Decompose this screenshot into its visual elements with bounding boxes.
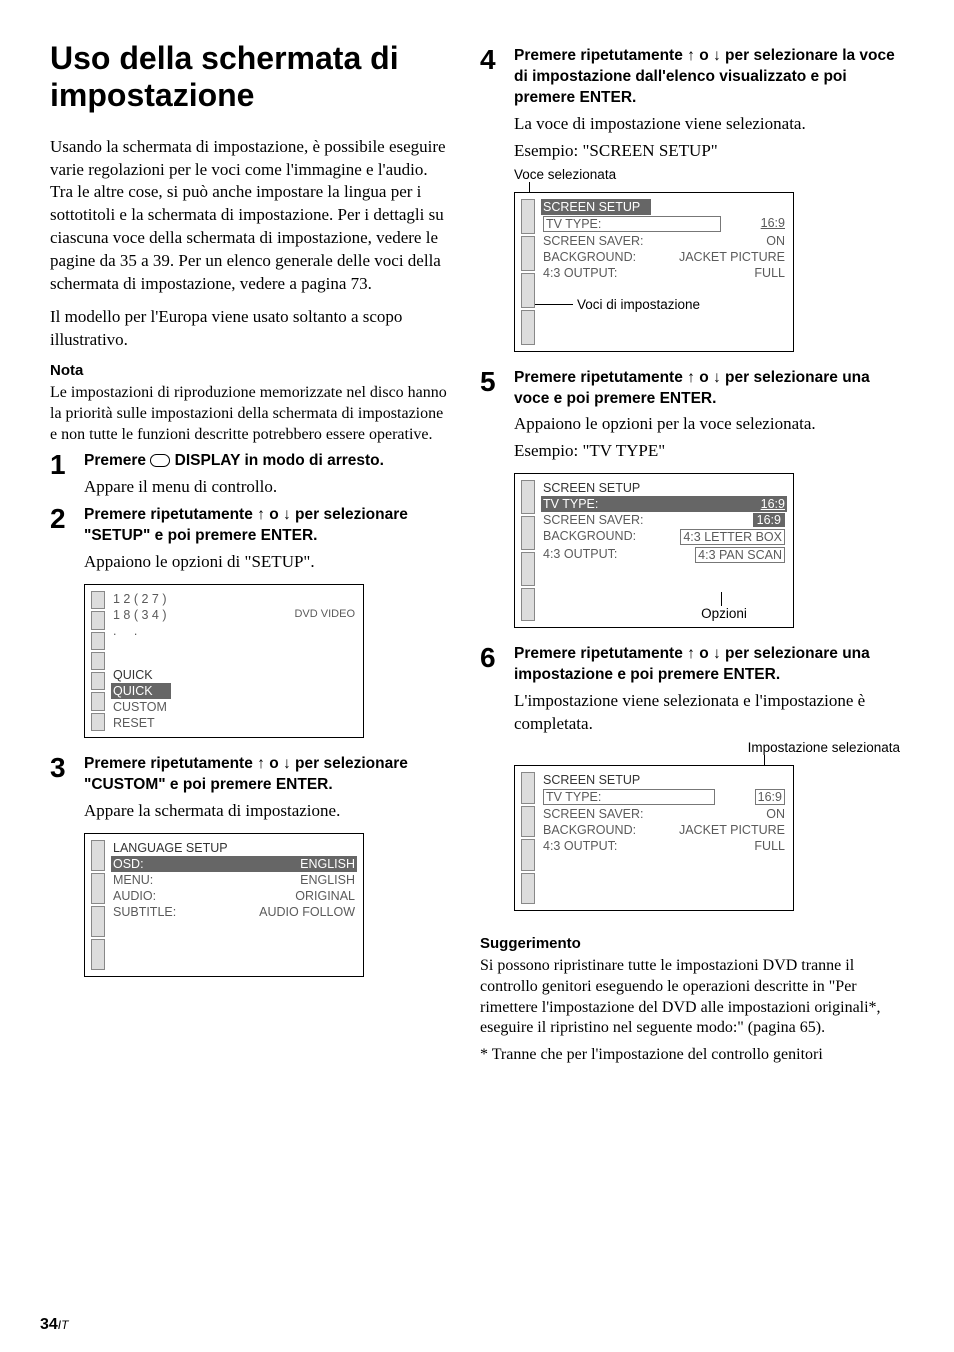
row-key: BACKGROUND:: [543, 529, 636, 545]
row-val: ENGLISH: [300, 873, 355, 887]
row-val: JACKET PICTURE: [679, 823, 785, 837]
screen-title: SCREEN SETUP: [543, 200, 640, 214]
page-number: 34IT: [40, 1316, 68, 1334]
step-number: 5: [480, 368, 502, 639]
row-key: OSD:: [113, 857, 144, 871]
display-icon: [150, 454, 170, 467]
row-key: BACKGROUND:: [543, 250, 636, 264]
step-heading: Premere DISPLAY in modo di arresto.: [84, 451, 450, 472]
row-key: TV TYPE:: [543, 789, 715, 805]
row-val: 16:9: [755, 789, 785, 805]
row-key: MENU:: [113, 873, 153, 887]
step-number: 2: [50, 505, 72, 748]
screen-title: SCREEN SETUP: [543, 481, 640, 495]
nota-heading: Nota: [50, 362, 450, 379]
row-val: ENGLISH: [300, 857, 355, 871]
step-2: 2 Premere ripetutamente ↑ o ↓ per selezi…: [50, 505, 450, 748]
row-key: SCREEN SAVER:: [543, 807, 644, 821]
row-val: FULL: [754, 266, 785, 280]
step-heading: Premere ripetutamente ↑ o ↓ per selezion…: [84, 754, 450, 796]
step-subtext: Appare il menu di controllo.: [84, 476, 450, 499]
row-val: 16:9: [761, 497, 785, 511]
step-subtext: La voce di impostazione viene selezionat…: [514, 113, 900, 136]
row-key: SCREEN SAVER:: [543, 234, 644, 248]
counter-a: 1 2 ( 2 7 ): [113, 592, 167, 606]
row-key: TV TYPE:: [543, 497, 598, 511]
step-heading-text: Premere: [84, 452, 150, 469]
row-val: 16:9: [753, 513, 785, 527]
suggerimento-body: Si possono ripristinare tutte le imposta…: [480, 956, 900, 1039]
menu-item-custom: CUSTOM: [113, 700, 167, 714]
row-key: 4:3 OUTPUT:: [543, 839, 617, 853]
step-3: 3 Premere ripetutamente ↑ o ↓ per selezi…: [50, 754, 450, 987]
row-key: 4:3 OUTPUT:: [543, 266, 617, 280]
screen-title: SCREEN SETUP: [543, 773, 640, 787]
step-subtext: Esempio: "SCREEN SETUP": [514, 140, 900, 163]
row-key: BACKGROUND:: [543, 823, 636, 837]
row-key: 4:3 OUTPUT:: [543, 547, 617, 563]
intro-paragraph-1: Usando la schermata di impostazione, è p…: [50, 136, 450, 297]
step-number: 4: [480, 46, 502, 362]
row-val: ORIGINAL: [295, 889, 355, 903]
screen-screen-setup-final: SCREEN SETUP TV TYPE: 16:9 SCREEN SAVER: O…: [514, 765, 794, 911]
caption-opzioni: Opzioni: [661, 606, 787, 621]
step-number: 6: [480, 644, 502, 921]
step-number: 1: [50, 451, 72, 499]
nota-body: Le impostazioni di riproduzione memorizz…: [50, 383, 450, 445]
step-subtext: Appare la schermata di impostazione.: [84, 800, 450, 823]
intro-paragraph-2: Il modello per l'Europa viene usato solt…: [50, 306, 450, 352]
row-val: ON: [766, 234, 785, 248]
step-heading: Premere ripetutamente ↑ o ↓ per selezion…: [84, 505, 450, 547]
page-number-value: 34: [40, 1316, 58, 1333]
row-val: 16:9: [761, 216, 785, 232]
step-number: 3: [50, 754, 72, 987]
page-number-suffix: IT: [58, 1318, 69, 1332]
step-subtext: Appaiono le opzioni per la voce selezion…: [514, 413, 900, 436]
step-subtext: Appaiono le opzioni di "SETUP".: [84, 551, 450, 574]
row-val: 4:3 LETTER BOX: [680, 529, 785, 545]
step-5: 5 Premere ripetutamente ↑ o ↓ per selezi…: [480, 368, 900, 639]
dvd-video-badge: DVD VIDEO: [294, 608, 355, 622]
step-heading-text: DISPLAY in modo di arresto.: [170, 452, 384, 469]
row-key: TV TYPE:: [543, 216, 721, 232]
menu-item-quick-hl: QUICK: [113, 684, 153, 698]
step-subtext: Esempio: "TV TYPE": [514, 440, 900, 463]
row-val: FULL: [754, 839, 785, 853]
row-val: JACKET PICTURE: [679, 250, 785, 264]
step-1: 1 Premere DISPLAY in modo di arresto. Ap…: [50, 451, 450, 499]
row-key: SCREEN SAVER:: [543, 513, 644, 527]
step-4: 4 Premere ripetutamente ↑ o ↓ per selezi…: [480, 46, 900, 362]
row-val: ON: [766, 807, 785, 821]
menu-item-quick: QUICK: [113, 668, 153, 682]
step-heading: Premere ripetutamente ↑ o ↓ per selezion…: [514, 46, 900, 109]
caption-voci-impostazione: Voci di impostazione: [577, 297, 700, 312]
caption-voce-selezionata: Voce selezionata: [514, 167, 900, 182]
suggerimento-heading: Suggerimento: [480, 935, 900, 952]
caption-impostazione-selezionata: Impostazione selezionata: [514, 740, 900, 755]
page-title: Uso della schermata di impostazione: [50, 40, 450, 114]
row-key: SUBTITLE:: [113, 905, 176, 919]
counter-b: 1 8 ( 3 4 ): [113, 608, 167, 622]
screen-setup-menu: 1 2 ( 2 7 ) 1 8 ( 3 4 )DVD VIDEO . . QUI…: [84, 584, 364, 738]
screen-tv-type: SCREEN SETUP TV TYPE: 16:9 SCREEN SAVER: 1…: [514, 473, 794, 628]
screen-title: LANGUAGE SETUP: [113, 841, 228, 855]
row-val: AUDIO FOLLOW: [259, 905, 355, 919]
row-key: AUDIO:: [113, 889, 156, 903]
step-heading: Premere ripetutamente ↑ o ↓ per selezion…: [514, 644, 900, 686]
suggerimento-footnote: * Tranne che per l'impostazione del cont…: [480, 1045, 900, 1066]
screen-screen-setup: SCREEN SETUP TV TYPE: 16:9 SCREEN SAVER: O…: [514, 192, 794, 352]
menu-item-reset: RESET: [113, 716, 155, 730]
step-6: 6 Premere ripetutamente ↑ o ↓ per selezi…: [480, 644, 900, 921]
step-subtext: L'impostazione viene selezionata e l'imp…: [514, 690, 900, 736]
step-heading: Premere ripetutamente ↑ o ↓ per selezion…: [514, 368, 900, 410]
screen-language-setup: LANGUAGE SETUP OSD:ENGLISH MENU:ENGLISH …: [84, 833, 364, 977]
row-val: 4:3 PAN SCAN: [695, 547, 785, 563]
